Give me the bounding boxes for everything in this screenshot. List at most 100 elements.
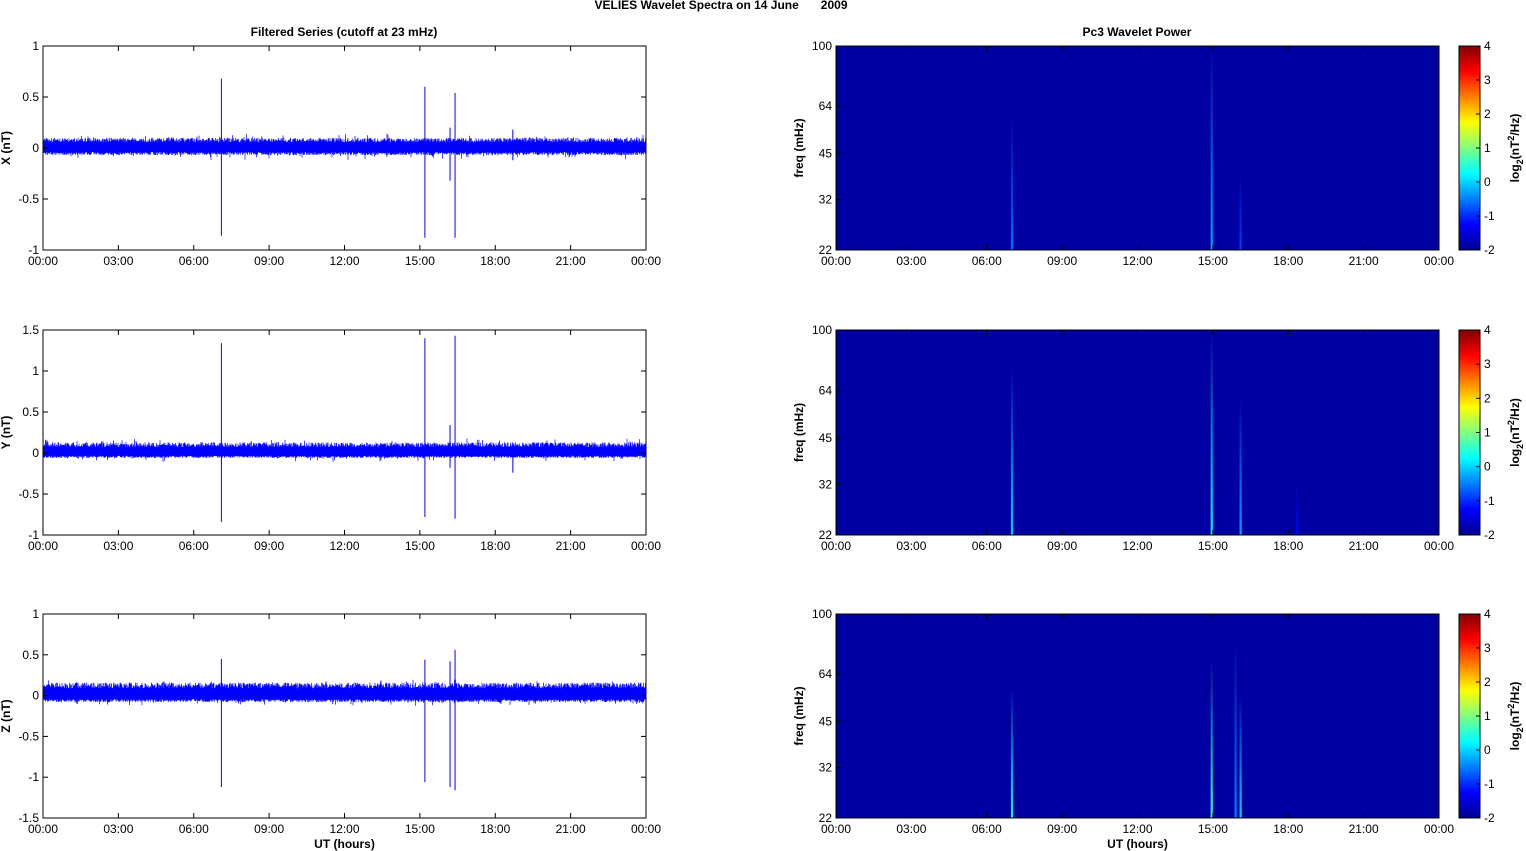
x-tick-label: 15:00 [1198,254,1228,268]
x-tick-label: 12:00 [329,254,359,268]
timeseries-panel-z: -1.5 -1 -0.5 0 0.5 1 Z (nT) 00:00 03:00 06:00 09:0… [0,607,661,851]
x-tick-label: 12:00 [1122,254,1152,268]
colorbar-tick-label: -2 [1484,243,1495,257]
x-tick-label: 15:00 [1198,822,1228,836]
freq-tick-label: 100 [812,323,832,337]
spectrogram-background [836,46,1439,250]
colorbar-tick-label: 1 [1484,426,1491,440]
x-tick-label: 00:00 [821,822,851,836]
x-tick-label: 00:00 [28,254,58,268]
spectral-streak [1239,176,1242,250]
freq-tick-label: 32 [819,477,833,491]
x-tick-label: 21:00 [1349,822,1379,836]
colorbar-tick-label: 1 [1484,709,1491,723]
y-tick-label: -1 [28,528,39,542]
colorbar-tick-label: -1 [1484,494,1495,508]
freq-tick-label: 32 [819,193,833,207]
x-tick-label: 06:00 [179,539,209,553]
y-tick-label: 0 [32,141,39,155]
x-tick-label: 15:00 [405,254,435,268]
freq-axis-label: freq (mHz) [792,403,806,462]
x-tick-label: 18:00 [1273,539,1303,553]
spectral-streak [1239,694,1242,818]
x-tick-label: 18:00 [1273,822,1303,836]
freq-tick-label: 64 [819,667,833,681]
x-tick-label: 00:00 [631,822,661,836]
freq-tick-label: 45 [819,431,833,445]
x-tick-label: 12:00 [329,822,359,836]
y-axis-label: Z (nT) [0,699,13,732]
colorbar-tick-label: 4 [1484,607,1491,621]
freq-tick-label: 64 [819,99,833,113]
freq-tick-label: 22 [819,243,833,257]
x-tick-label: 15:00 [405,822,435,836]
x-tick-label: 09:00 [1047,539,1077,553]
colorbar: -2 -1 0 1 2 3 4 log2(nT2/Hz) [1458,607,1525,825]
x-tick-label: 00:00 [821,539,851,553]
colorbar-tick-label: 1 [1484,141,1491,155]
freq-tick-label: 64 [819,383,833,397]
x-tick-label: 09:00 [254,254,284,268]
x-tick-label: 03:00 [103,822,133,836]
freq-axis-label: freq (mHz) [792,118,806,177]
colorbar-label: log2(nT2/Hz) [1506,398,1525,467]
x-tick-label: 06:00 [179,822,209,836]
spectrogram-background [836,614,1439,818]
spectral-streak [1296,484,1299,535]
x-tick-label: 06:00 [972,539,1002,553]
freq-tick-label: 22 [819,811,833,825]
colorbar-tick-label: 3 [1484,357,1491,371]
figure-suptitle: VELIES Wavelet Spectra on 14 June 2009 [595,0,848,12]
x-tick-label: 18:00 [480,822,510,836]
x-tick-label: 03:00 [103,539,133,553]
spectral-streak [1010,114,1014,250]
colorbar-tick-label: 4 [1484,39,1491,53]
y-tick-label: 0.5 [22,648,39,662]
x-tick-label: 09:00 [254,539,284,553]
x-tick-label: 12:00 [1122,822,1152,836]
colorbar-tick-label: -1 [1484,777,1495,791]
y-tick-label: -1 [28,770,39,784]
freq-tick-label: 22 [819,528,833,542]
y-tick-label: 1.5 [22,323,39,337]
series-trace-y [43,438,646,462]
y-axis-label: Y (nT) [0,416,13,450]
x-tick-label: 00:00 [821,254,851,268]
x-tick-label: 03:00 [896,254,926,268]
freq-tick-label: 45 [819,147,833,161]
x-axis-label: UT (hours) [314,837,375,851]
x-tick-label: 09:00 [1047,822,1077,836]
x-tick-label: 03:00 [896,539,926,553]
x-tick-label: 06:00 [972,254,1002,268]
x-tick-label: 21:00 [556,822,586,836]
x-tick-label: 00:00 [1424,539,1454,553]
y-tick-label: -0.5 [18,487,39,501]
x-tick-label: 00:00 [631,539,661,553]
plot-area: -1 -0.5 0 0.5 1 X (nT) 00:00 03:00 06:00 09:00 12:… [0,39,1525,851]
y-tick-label: -0.5 [18,192,39,206]
x-tick-label: 15:00 [405,539,435,553]
spectral-streak [1239,399,1242,535]
x-tick-label: 21:00 [556,539,586,553]
colorbar: -2 -1 0 1 2 3 4 log2(nT2/Hz) [1458,39,1525,257]
axes-frame [42,329,647,536]
series-trace-x [43,133,646,160]
freq-tick-label: 100 [812,607,832,621]
y-tick-label: -1 [28,243,39,257]
spectrogram-panel-y: 22 32 45 64 100 freq (mHz) 00:00 03:00 06:00 09:0… [792,323,1525,553]
x-tick-label: 21:00 [1349,539,1379,553]
colorbar-label: log2(nT2/Hz) [1506,114,1525,183]
colorbar-tick-label: 2 [1484,107,1491,121]
x-tick-label: 00:00 [28,539,58,553]
spectral-streak [1010,368,1014,535]
colorbar-tick-label: 0 [1484,743,1491,757]
x-tick-label: 06:00 [972,822,1002,836]
colorbar-tick-label: -1 [1484,209,1495,223]
x-tick-label: 15:00 [1198,539,1228,553]
spectral-streak [1210,46,1213,250]
x-tick-label: 18:00 [480,539,510,553]
colorbar-tick-label: 3 [1484,641,1491,655]
timeseries-panel-x: -1 -0.5 0 0.5 1 X (nT) 00:00 03:00 06:00 09:00 12:… [0,39,661,268]
